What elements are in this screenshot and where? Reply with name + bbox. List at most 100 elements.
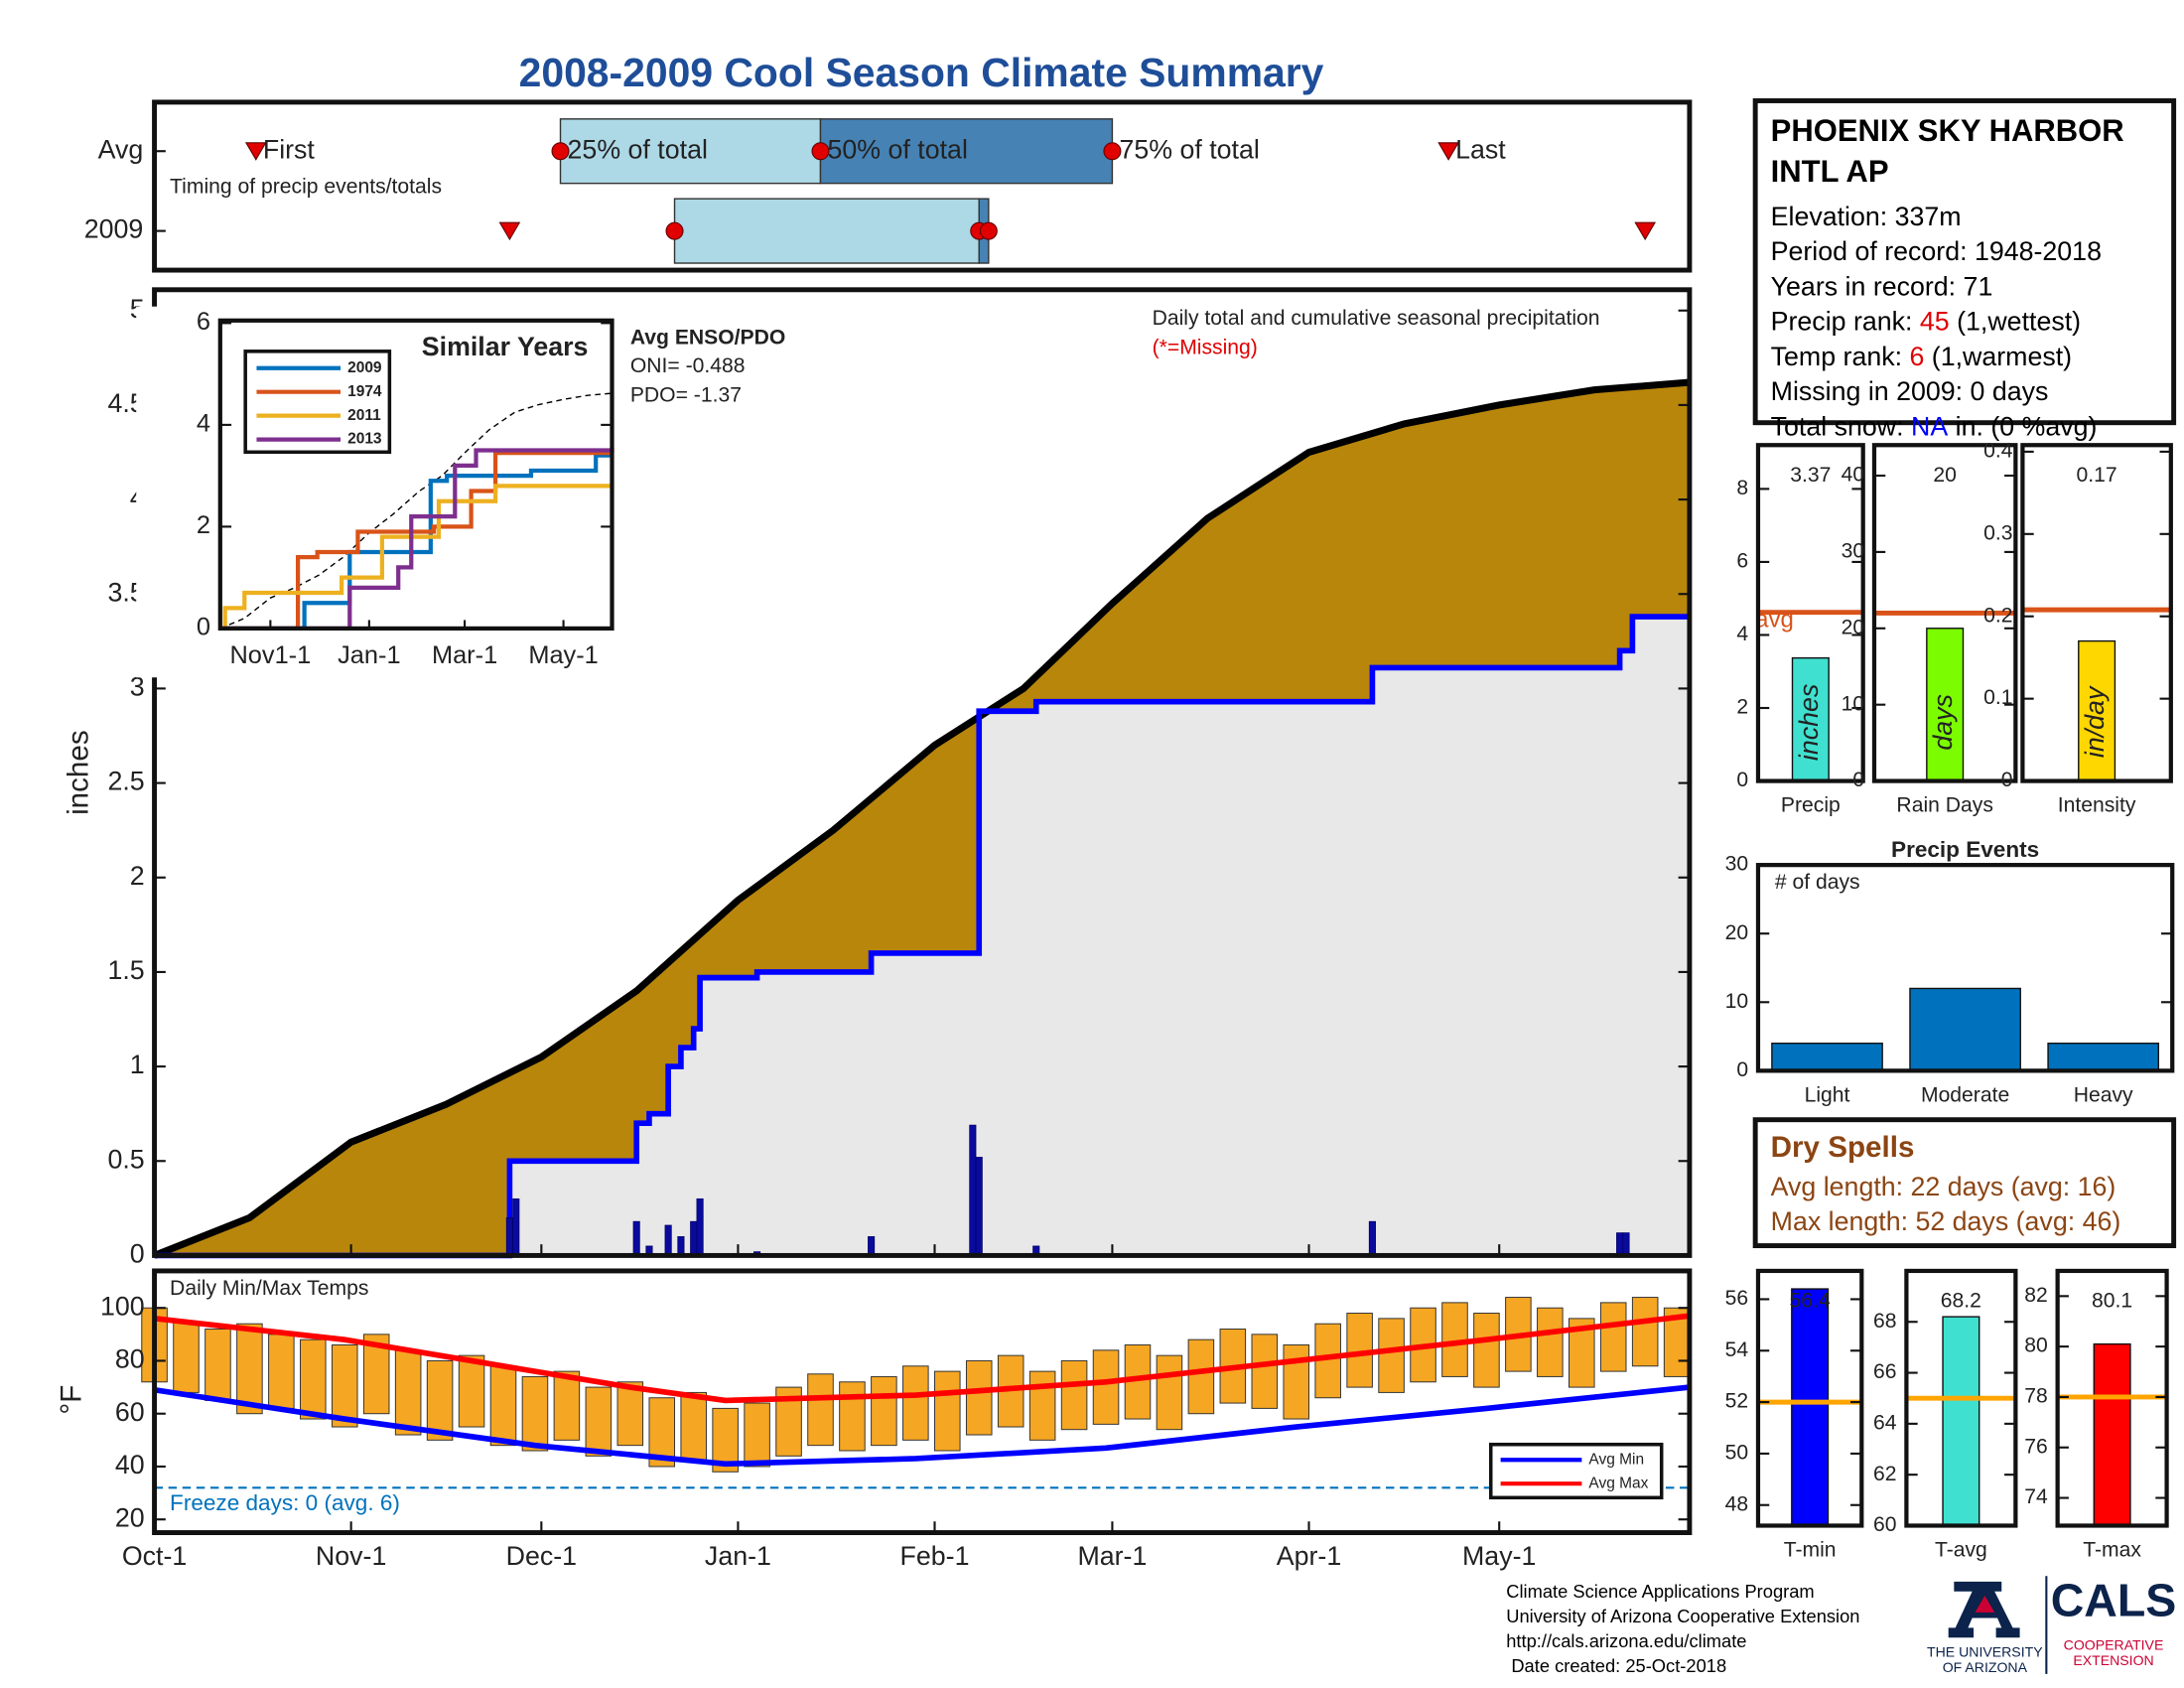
y-tick-label: 6: [1736, 550, 1748, 573]
x-tick-label: T-avg: [1935, 1538, 1987, 1561]
station-info-part: 45: [1920, 307, 1950, 337]
bar: [1791, 656, 1830, 782]
station-info-part: Years in record: 71: [1771, 271, 1993, 301]
y-tick-label: 64: [1873, 1411, 1897, 1434]
y-tick-label: 1: [130, 1050, 145, 1079]
temp-range-bar: [807, 1373, 834, 1447]
daily-precip-bar: [696, 1197, 704, 1256]
daily-precip-bar: [632, 1220, 640, 1256]
logo-cals: CALS: [2051, 1575, 2177, 1626]
y-tick-label: 0: [130, 1239, 145, 1269]
data-label: 56.4: [1790, 1290, 1831, 1313]
similar-year-line: [219, 484, 613, 632]
temp-range-bar: [1156, 1354, 1183, 1431]
y-tick-label: 80: [2024, 1335, 2047, 1357]
x-tick-label: T-min: [1784, 1538, 1837, 1561]
dry-spells-line: Max length: 52 days (avg: 46): [1771, 1206, 2121, 1236]
pdo: PDO= -1.37: [630, 384, 742, 407]
x-tick-label: Rain Days: [1896, 794, 1992, 817]
y-tick-label: 52: [1725, 1390, 1748, 1413]
y-tick-label: 78: [2024, 1385, 2047, 1408]
bar: [2093, 1342, 2131, 1527]
total-marker: [551, 142, 570, 161]
y-tick-label: 20: [1725, 921, 1748, 944]
station-info-part: 6: [1909, 342, 1924, 371]
plot-frame: [2055, 1268, 2169, 1528]
daily-precip-bar: [969, 1124, 977, 1256]
temp-range-bar: [744, 1402, 770, 1468]
temp-range-bar: [1028, 1370, 1056, 1441]
y-tick-label: 0.4: [1983, 439, 2013, 462]
y-tick-label: 4: [1736, 623, 1748, 645]
y-tick-label: 62: [1873, 1463, 1896, 1485]
event-marker: [1437, 142, 1459, 161]
temp-range-bar: [902, 1365, 929, 1441]
ua-logo: [1948, 1576, 2048, 1674]
station-info: Missing in 2009: 0 days: [1771, 376, 2049, 406]
temp-range-bar: [1060, 1359, 1088, 1431]
daily-precip-bar: [664, 1224, 672, 1256]
legend-label: Avg Max: [1588, 1475, 1648, 1491]
y-tick-label: 66: [1873, 1360, 1896, 1383]
y-tick-label: 20: [115, 1502, 145, 1532]
marker-label: 75% of total: [1119, 134, 1259, 164]
plot-frame: [152, 99, 1693, 273]
x-tick-label: Apr-1: [1277, 1541, 1341, 1571]
logo-extension: EXTENSION: [2073, 1652, 2153, 1668]
legend-label: 2013: [347, 431, 382, 448]
total-marker: [979, 221, 998, 240]
avg-cumulative-dashed: [219, 392, 613, 630]
daily-precip-bar: [975, 1157, 983, 1256]
y-tick-label: 0.2: [1983, 604, 2012, 627]
y-tick-label: 40: [115, 1450, 145, 1479]
temp-range-bar: [585, 1386, 613, 1457]
legend-label: 2009: [347, 359, 382, 376]
marker-label: 25% of total: [568, 134, 708, 164]
x-tick-label: Precip: [1781, 794, 1841, 817]
daily-precip-bar: [868, 1236, 876, 1256]
avg-temp-line: [154, 1384, 1691, 1468]
y-tick-label: 6: [197, 308, 210, 336]
station-info-part: Period of record: 1948-2018: [1771, 236, 2102, 266]
bar-label: days: [1928, 694, 1958, 751]
y-tick-label: 60: [1873, 1513, 1896, 1536]
station-info: Precip rank: 45 (1,wettest): [1771, 307, 2081, 337]
daily-precip-bar: [512, 1197, 520, 1256]
bar: [1791, 1288, 1830, 1527]
footer-line: Date created: 25-Oct-2018: [1506, 1655, 1726, 1676]
temp-range-bar: [489, 1365, 517, 1447]
similar-year-line: [219, 450, 613, 632]
y-tick-label: 10: [1842, 692, 1864, 715]
bar: [1942, 1316, 1980, 1527]
plot-frame: [1755, 1268, 1864, 1528]
station-name: PHOENIX SKY HARBOR: [1771, 113, 2124, 148]
station-info: Total snow: NA in. (0 %avg): [1771, 411, 2098, 441]
y-axis-label: inches: [63, 730, 95, 815]
y-tick-label: 10: [1725, 990, 1748, 1013]
y-tick-label: 60: [115, 1397, 145, 1427]
bar-label: inches: [1794, 684, 1824, 761]
marker-label: Last: [1455, 134, 1506, 164]
station-info: Temp rank: 6 (1,warmest): [1771, 342, 2072, 371]
chart-title: Precip Events: [1891, 837, 2039, 862]
y-tick-label: 0.1: [1983, 686, 2012, 709]
logo-university: THE UNIVERSITY: [1927, 1643, 2043, 1659]
bar: [2047, 1043, 2160, 1072]
chart-title: Daily Min/Max Temps: [170, 1277, 368, 1300]
event-marker: [498, 221, 521, 241]
plot-frame: [152, 287, 1693, 1258]
temp-range-bar: [1251, 1334, 1279, 1409]
x-tick-label: Moderate: [1921, 1083, 2009, 1106]
y-tick-label: 48: [1725, 1492, 1748, 1515]
temp-range-bar: [426, 1359, 454, 1441]
x-tick-label: Heavy: [2074, 1083, 2133, 1106]
y-tick-label: 30: [1725, 853, 1748, 876]
similar-year-line: [219, 447, 614, 632]
x-tick-label: T-max: [2083, 1538, 2141, 1561]
y-tick-label: 0: [197, 614, 210, 641]
logo-a-inner: [1975, 1595, 1995, 1613]
x-tick-label: Intensity: [2058, 794, 2136, 817]
timing-note: Timing of precip events/totals: [170, 175, 442, 198]
data-label: 0.17: [2077, 464, 2117, 487]
